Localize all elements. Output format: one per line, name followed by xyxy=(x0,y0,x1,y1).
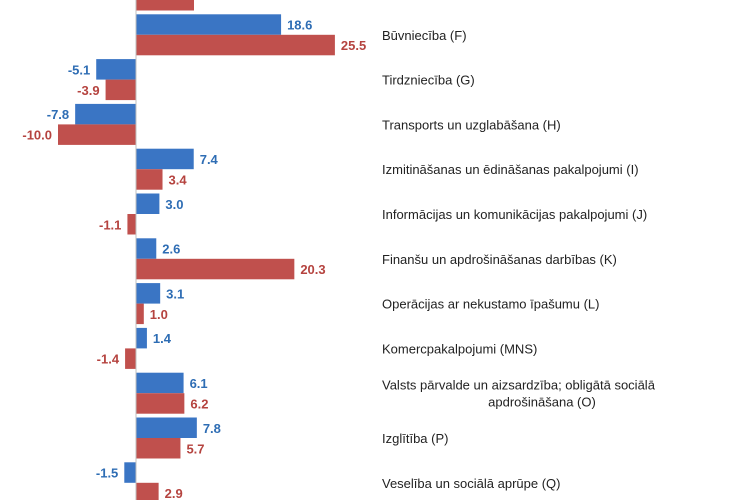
bar-value-label: -1.5 xyxy=(96,466,118,481)
bar-value-label: 3.0 xyxy=(165,197,183,212)
bar-series-2 xyxy=(58,124,136,145)
bar-value-label: 2.6 xyxy=(162,242,180,257)
bar-series-2 xyxy=(136,482,159,500)
bar-series-2 xyxy=(105,79,136,101)
bar-series-2 xyxy=(125,348,136,369)
bar-series-1 xyxy=(136,283,161,304)
category-label: Operācijas ar nekustamo īpašumu (L) xyxy=(382,297,599,312)
bar-value-label: 2.9 xyxy=(165,486,183,500)
bar-value-label: 6.2 xyxy=(190,396,208,411)
bar-series-1 xyxy=(136,372,184,394)
bar-series-1 xyxy=(75,103,136,125)
bar-series-2 xyxy=(136,258,295,280)
bar-value-label: 5.7 xyxy=(186,441,204,456)
category-label: Veselība un sociālā aprūpe (Q) xyxy=(382,476,561,491)
bar-series-2 xyxy=(136,169,163,190)
bar-series-1 xyxy=(136,148,194,170)
bar-value-label: 7.4 xyxy=(200,152,219,167)
category-label: Informācijas un komunikācijas pakalpojum… xyxy=(382,207,647,222)
bar-value-label: 1.4 xyxy=(153,331,172,346)
category-label: Tirdzniecība (G) xyxy=(382,73,475,88)
bar-value-label: 6.1 xyxy=(190,376,208,391)
bar-series-1 xyxy=(136,193,160,214)
category-label: Būvniecība (F) xyxy=(382,28,467,43)
category-label: apdrošināšana (O) xyxy=(488,395,596,410)
labels-layer: 18.6 25.5 Būvniecība (F) -5.1 -3.9 Tirdzniecī… xyxy=(22,18,655,500)
bar-series-2 xyxy=(127,214,136,235)
bar-value-label: 3.4 xyxy=(169,172,188,187)
bar-value-label: 3.1 xyxy=(166,286,184,301)
category-label: Finanšu un apdrošināšanas darbības (K) xyxy=(382,252,617,267)
category-label: Valsts pārvalde un aizsardzība; obligātā… xyxy=(382,378,656,393)
bar-series-2 xyxy=(136,393,185,414)
bar-series-2 xyxy=(136,438,181,459)
category-label: Izglītība (P) xyxy=(382,431,448,446)
bar-value-label: -5.1 xyxy=(68,62,90,77)
bar-value-label: -1.4 xyxy=(97,352,120,367)
bar-series-1 xyxy=(124,462,136,483)
category-label: Transports un uzglabāšana (H) xyxy=(382,117,561,132)
bar-value-label: 25.5 xyxy=(341,38,366,53)
bar-value-label: 18.6 xyxy=(287,18,312,33)
category-label: Izmitināšanas un ēdināšanas pakalpojumi … xyxy=(382,162,639,177)
bar-value-label: -10.0 xyxy=(22,128,52,143)
bar-value-label: 7.8 xyxy=(203,421,221,436)
bars-layer xyxy=(58,0,335,500)
category-label: Komercpakalpojumi (MNS) xyxy=(382,341,537,356)
bar-value-label: -7.8 xyxy=(47,107,69,122)
bar-series-1 xyxy=(96,59,136,80)
bar-series-2 xyxy=(136,34,335,56)
bar-series-1 xyxy=(136,238,157,259)
bar-value-label: 20.3 xyxy=(300,262,325,277)
bar-series-1 xyxy=(136,327,147,349)
bar-value-label: -1.1 xyxy=(99,217,121,232)
bar-series-1 xyxy=(136,417,197,438)
bar-series-1 xyxy=(136,14,282,35)
bar-value-label: -3.9 xyxy=(77,83,99,98)
bar-series-2-cut xyxy=(136,0,194,11)
bar-value-label: 1.0 xyxy=(150,307,168,322)
bar-series-2 xyxy=(136,303,144,325)
